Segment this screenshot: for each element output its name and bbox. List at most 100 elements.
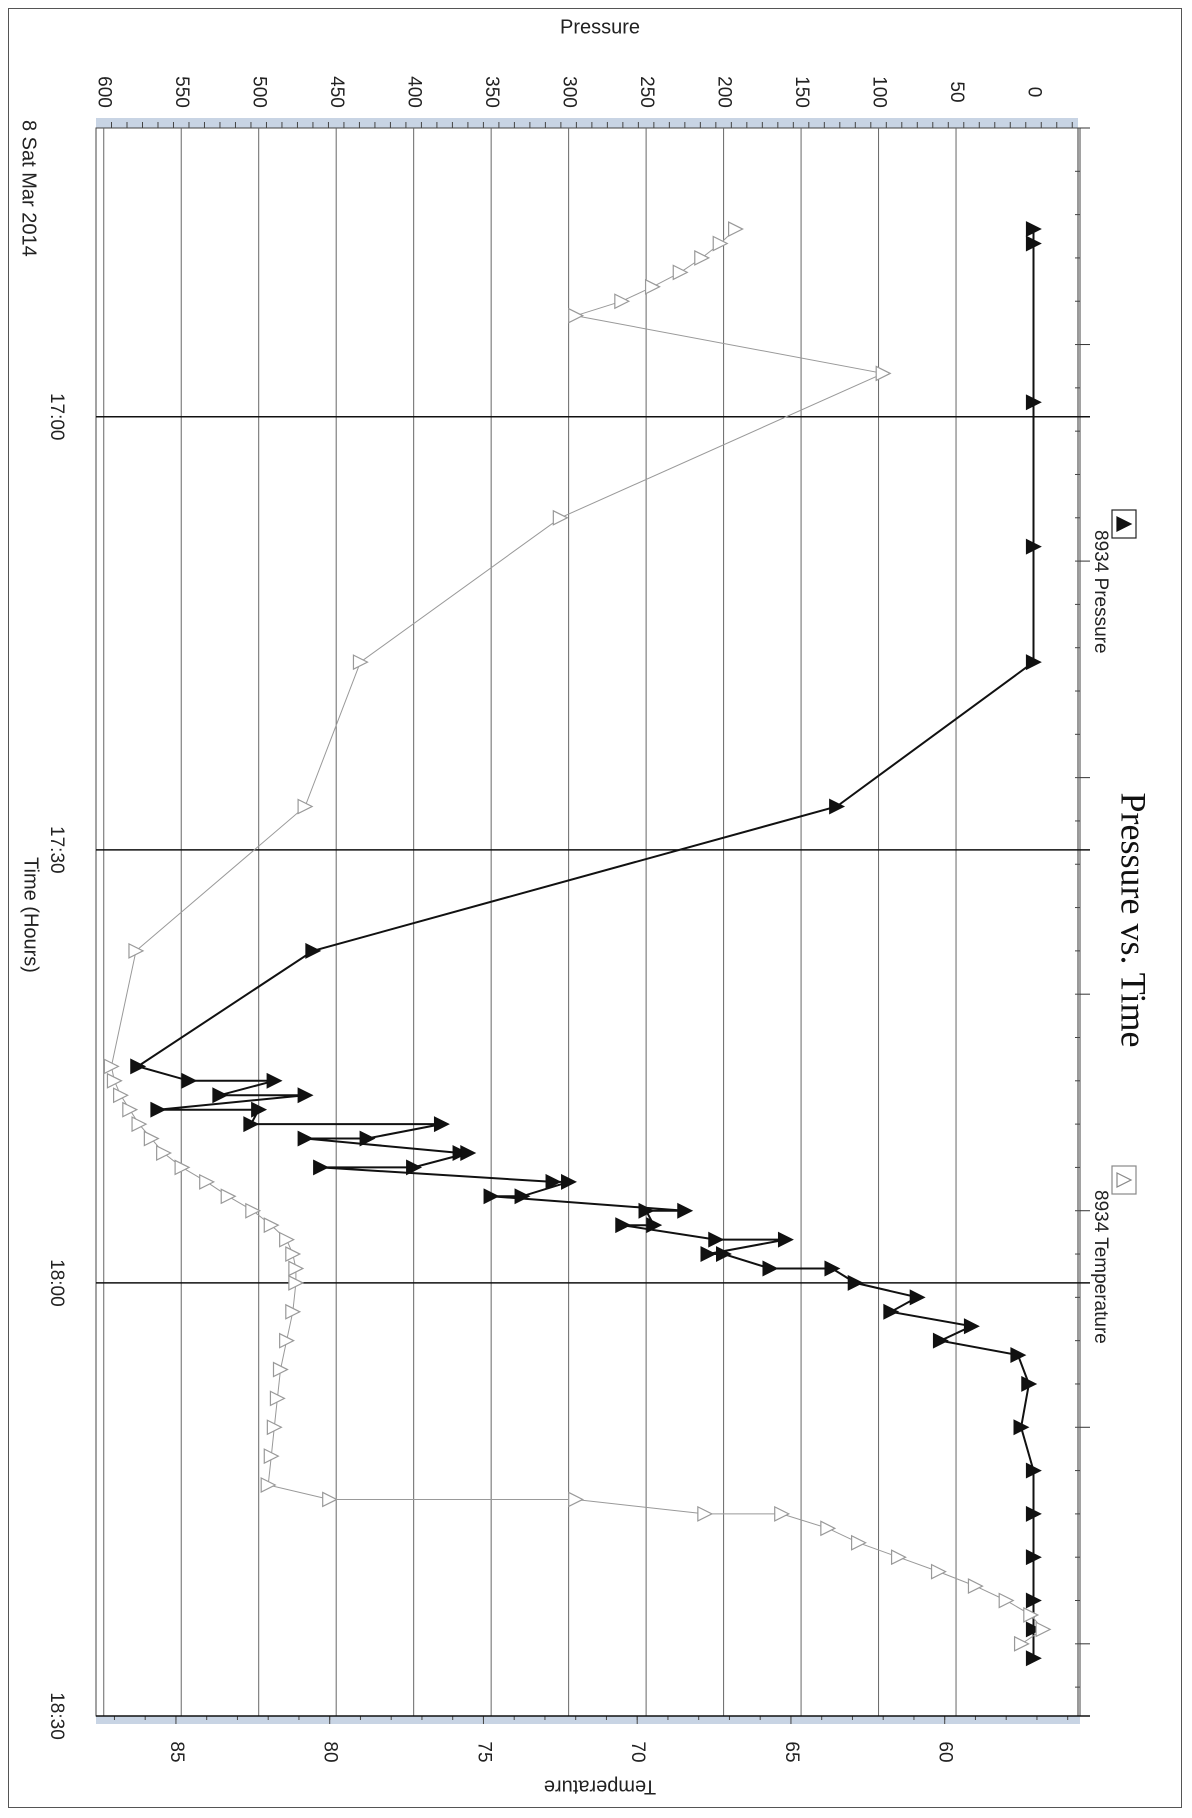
data-point (460, 1145, 477, 1161)
data-point (266, 1419, 283, 1436)
data-point (1010, 1347, 1027, 1364)
data-point (850, 1534, 867, 1551)
data-point (932, 1332, 949, 1349)
data-point (297, 1087, 314, 1104)
data-point (646, 1217, 663, 1234)
temperature-tick-label: 80 (320, 1741, 341, 1762)
time-tick-label: 17:30 (46, 826, 67, 874)
data-point (322, 1491, 339, 1508)
data-point (1025, 221, 1042, 238)
data-point (263, 1217, 280, 1234)
data-point (820, 1520, 837, 1537)
pressure-axis-title: Pressure (560, 16, 640, 38)
data-point (1025, 1650, 1042, 1667)
legend-label-pressure: 8934 Pressure (1090, 530, 1111, 654)
temperature-tick-label: 75 (473, 1741, 494, 1762)
pressure-tick-label: 0 (1023, 87, 1044, 98)
pressure-tick-label: 600 (94, 76, 115, 108)
data-point (1013, 1635, 1030, 1652)
data-point (545, 1173, 562, 1190)
chart-frame (8, 8, 1182, 1808)
data-point (1035, 1621, 1052, 1638)
data-point (297, 798, 314, 815)
data-point (1025, 1592, 1042, 1609)
top-shade (96, 118, 1064, 128)
data-point (288, 1260, 305, 1277)
data-point (762, 1260, 779, 1277)
data-point (930, 1563, 947, 1580)
data-point (694, 249, 711, 266)
data-point (561, 1173, 577, 1190)
data-point (245, 1202, 262, 1219)
data-point (260, 1477, 277, 1493)
data-point (615, 1217, 632, 1234)
pressure-tick-label: 100 (869, 76, 890, 108)
data-point (131, 1116, 148, 1133)
data-point (700, 1246, 717, 1263)
pressure-tick-label: 350 (481, 76, 502, 108)
data-point (106, 1072, 123, 1089)
data-point (285, 1303, 302, 1320)
data-point (672, 264, 689, 281)
data-point (1023, 1606, 1040, 1623)
data-point (352, 654, 369, 671)
bottom-shade (96, 1716, 1080, 1724)
data-point (967, 1578, 984, 1595)
data-point (156, 1145, 172, 1161)
data-point (143, 1130, 160, 1147)
data-point (103, 1058, 120, 1075)
data-point (1025, 1462, 1042, 1479)
data-point (638, 1202, 655, 1219)
plot-area (95, 127, 1081, 1717)
data-point (112, 1087, 129, 1104)
data-point (251, 1101, 268, 1118)
data-point (288, 1274, 305, 1291)
series-line (110, 228, 1044, 1645)
data-point (909, 1289, 926, 1306)
data-point (263, 1448, 280, 1465)
data-point (829, 798, 846, 815)
data-point (313, 1159, 330, 1176)
data-point (697, 1505, 714, 1522)
data-point (1025, 654, 1042, 671)
data-point (122, 1101, 139, 1118)
data-point (406, 1159, 423, 1176)
data-point (890, 1549, 907, 1566)
data-point (1025, 235, 1042, 252)
data-point (150, 1101, 167, 1118)
temperature-axis-title: Temperature (544, 1776, 656, 1798)
data-point (433, 1116, 450, 1133)
temperature-tick-label: 85 (166, 1741, 187, 1762)
pressure-tick-label: 250 (636, 76, 657, 108)
chart-title: Pressure vs. Time (1114, 792, 1154, 1047)
data-point (305, 942, 322, 959)
data-point (777, 1231, 794, 1248)
data-point (614, 293, 631, 310)
pressure-tick-label: 400 (404, 76, 425, 108)
data-point (220, 1188, 237, 1205)
temperature-tick-label: 70 (627, 1741, 648, 1762)
data-point (279, 1332, 295, 1349)
data-point (1025, 1505, 1042, 1522)
data-point (1025, 1621, 1042, 1638)
time-tick-label: 17:00 (46, 393, 67, 441)
data-point (1025, 1549, 1042, 1566)
data-point (963, 1318, 980, 1335)
series-line (135, 229, 1035, 1659)
data-point (483, 1188, 500, 1205)
data-point (568, 1491, 585, 1508)
data-point (1013, 1419, 1030, 1436)
data-point (130, 1058, 147, 1075)
data-point (875, 365, 892, 382)
data-point (644, 278, 661, 295)
data-point (266, 1072, 283, 1089)
data-point (1021, 1375, 1038, 1392)
time-tick-label: 18:30 (46, 1692, 67, 1740)
data-point (552, 509, 569, 526)
data-point (199, 1173, 216, 1190)
data-point (1025, 394, 1042, 411)
data-point (181, 1072, 198, 1089)
data-point (568, 307, 585, 324)
data-point (883, 1303, 900, 1320)
